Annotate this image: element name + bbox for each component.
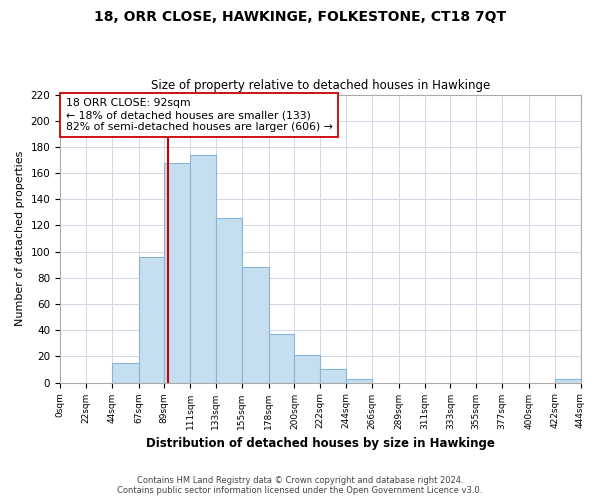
Bar [164,162,190,382]
Bar [190,155,216,382]
Bar [242,268,269,382]
Bar [295,355,320,382]
Bar [216,218,242,382]
Bar [139,257,164,382]
Title: Size of property relative to detached houses in Hawkinge: Size of property relative to detached ho… [151,79,490,92]
Bar [555,378,581,382]
Text: 18 ORR CLOSE: 92sqm
← 18% of detached houses are smaller (133)
82% of semi-detac: 18 ORR CLOSE: 92sqm ← 18% of detached ho… [66,98,333,132]
Bar [320,370,346,382]
Bar [269,334,295,382]
Bar [112,363,139,382]
Text: Contains HM Land Registry data © Crown copyright and database right 2024.
Contai: Contains HM Land Registry data © Crown c… [118,476,482,495]
Y-axis label: Number of detached properties: Number of detached properties [15,151,25,326]
Text: 18, ORR CLOSE, HAWKINGE, FOLKESTONE, CT18 7QT: 18, ORR CLOSE, HAWKINGE, FOLKESTONE, CT1… [94,10,506,24]
X-axis label: Distribution of detached houses by size in Hawkinge: Distribution of detached houses by size … [146,437,495,450]
Bar [346,378,372,382]
